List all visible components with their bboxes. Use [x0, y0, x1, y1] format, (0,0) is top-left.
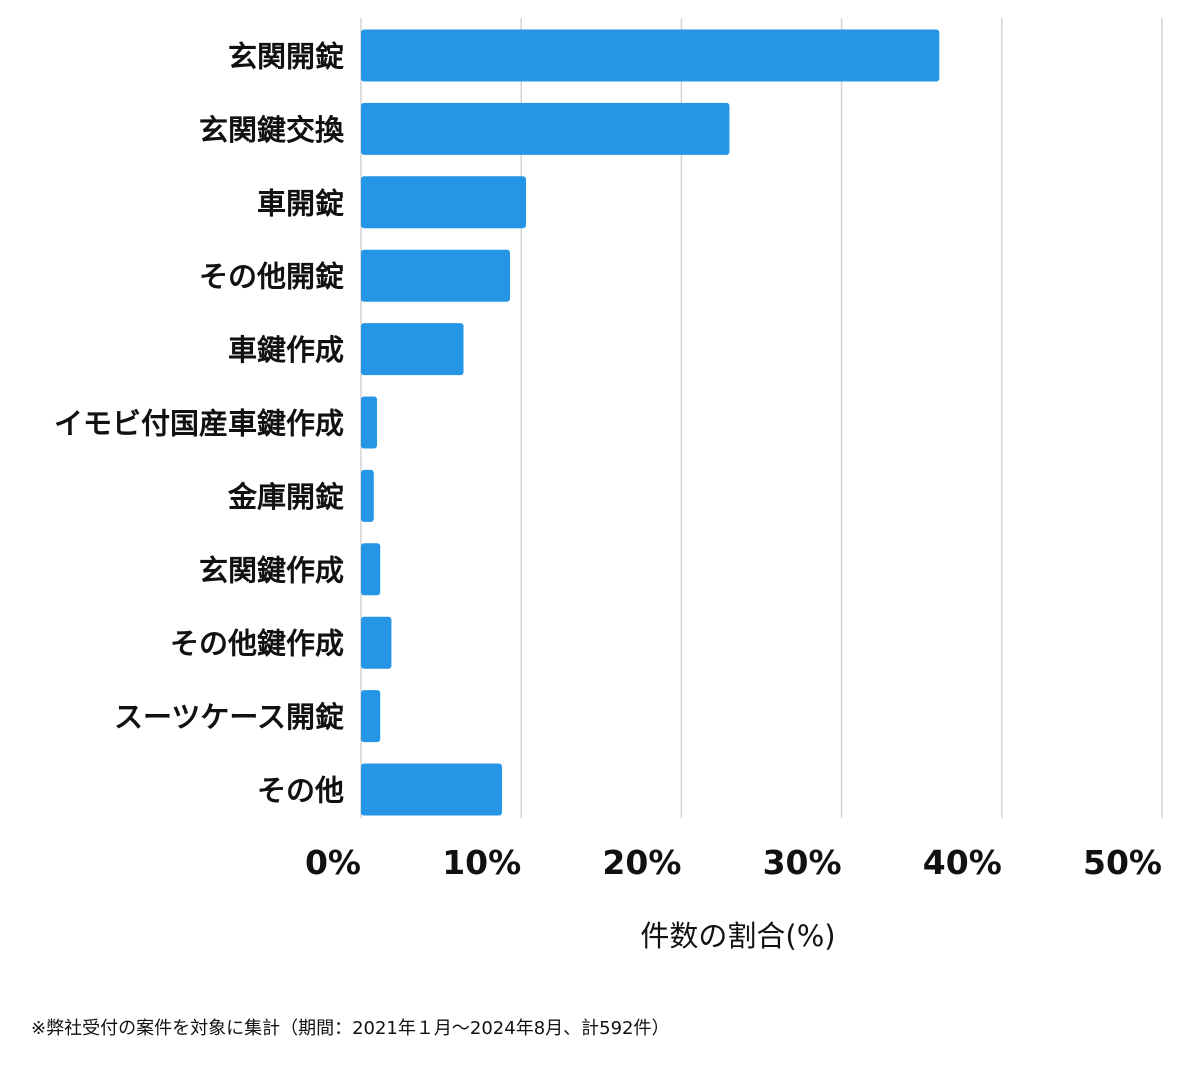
category-label-5: イモビ付国産車鍵作成 — [54, 407, 344, 441]
bars — [361, 29, 940, 816]
x-tick-label-0: 0% — [305, 843, 361, 882]
bar-8 — [361, 616, 392, 669]
bar-4 — [361, 323, 464, 376]
x-tick-label-5: 50% — [1083, 843, 1162, 882]
bar-2 — [361, 176, 527, 229]
x-tick-label-3: 30% — [763, 843, 842, 882]
category-label-1: 玄関鍵交換 — [199, 113, 345, 147]
bar-3 — [361, 249, 510, 302]
bar-7 — [361, 543, 381, 596]
category-label-2: 車開錠 — [257, 186, 344, 220]
x-tick-label-1: 10% — [442, 843, 521, 882]
category-label-10: その他 — [257, 774, 344, 808]
bar-1 — [361, 102, 730, 155]
x-axis-title: 件数の割合(%) — [640, 919, 835, 953]
category-labels: 玄関開錠玄関鍵交換車開錠その他開錠車鍵作成イモビ付国産車鍵作成金庫開錠玄関鍵作成… — [54, 40, 345, 808]
category-label-6: 金庫開錠 — [227, 480, 344, 514]
category-label-9: スーツケース開錠 — [114, 700, 344, 734]
bar-9 — [361, 690, 381, 743]
category-label-8: その他鍵作成 — [170, 627, 344, 661]
x-tick-label-2: 20% — [602, 843, 681, 882]
bar-6 — [361, 469, 374, 522]
category-label-7: 玄関鍵作成 — [199, 553, 344, 587]
bar-0 — [361, 29, 940, 82]
bar-10 — [361, 763, 502, 816]
footnote: ※弊社受付の案件を対象に集計（期間：2021年１月〜2024年8月、計592件） — [31, 1018, 670, 1039]
bar-5 — [361, 396, 378, 449]
bar-chart: 玄関開錠玄関鍵交換車開錠その他開錠車鍵作成イモビ付国産車鍵作成金庫開錠玄関鍵作成… — [54, 18, 1163, 953]
category-label-4: 車鍵作成 — [228, 333, 344, 367]
category-label-0: 玄関開錠 — [228, 40, 344, 74]
x-tick-labels: 0% 10% 20% 30% 40% 50% — [305, 843, 1162, 882]
x-tick-label-4: 40% — [923, 843, 1002, 882]
category-label-3: その他開錠 — [199, 260, 344, 294]
